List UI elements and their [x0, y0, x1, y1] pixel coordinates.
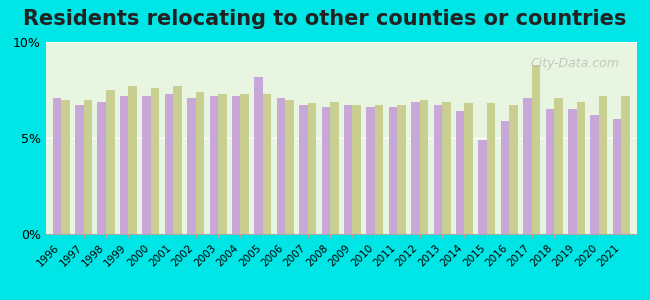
Bar	[411, 101, 420, 234]
Bar	[187, 98, 196, 234]
Bar	[307, 103, 316, 234]
Bar	[106, 90, 114, 234]
Bar	[142, 96, 151, 234]
Bar	[344, 105, 352, 234]
Bar	[478, 140, 487, 234]
Bar	[75, 105, 84, 234]
Bar	[532, 65, 540, 234]
Bar	[98, 101, 106, 234]
Bar	[554, 98, 563, 234]
Bar	[510, 105, 518, 234]
Bar	[254, 76, 263, 234]
Bar	[434, 105, 442, 234]
Bar	[352, 105, 361, 234]
Bar	[53, 98, 61, 234]
Bar	[523, 98, 532, 234]
Text: Residents relocating to other counties or countries: Residents relocating to other counties o…	[23, 9, 627, 29]
Bar	[299, 105, 307, 234]
Bar	[599, 96, 607, 234]
Bar	[61, 100, 70, 234]
Bar	[129, 86, 137, 234]
Bar	[621, 96, 630, 234]
Bar	[577, 101, 585, 234]
Bar	[196, 92, 204, 234]
Bar	[375, 105, 383, 234]
Bar	[209, 96, 218, 234]
Bar	[218, 94, 227, 234]
Bar	[420, 100, 428, 234]
Bar	[285, 100, 294, 234]
Bar	[500, 121, 510, 234]
Text: City-Data.com: City-Data.com	[530, 57, 619, 70]
Bar	[442, 101, 450, 234]
Bar	[277, 98, 285, 234]
Bar	[465, 103, 473, 234]
Bar	[240, 94, 249, 234]
Bar	[397, 105, 406, 234]
Bar	[322, 107, 330, 234]
Bar	[367, 107, 375, 234]
Bar	[120, 96, 129, 234]
Bar	[389, 107, 397, 234]
Bar	[173, 86, 182, 234]
Bar	[456, 111, 465, 234]
Bar	[232, 96, 240, 234]
Bar	[590, 115, 599, 234]
Bar	[568, 109, 577, 234]
Bar	[613, 119, 621, 234]
Bar	[545, 109, 554, 234]
Bar	[84, 100, 92, 234]
Bar	[330, 101, 339, 234]
Bar	[487, 103, 495, 234]
Bar	[263, 94, 271, 234]
Bar	[151, 88, 159, 234]
Bar	[164, 94, 173, 234]
